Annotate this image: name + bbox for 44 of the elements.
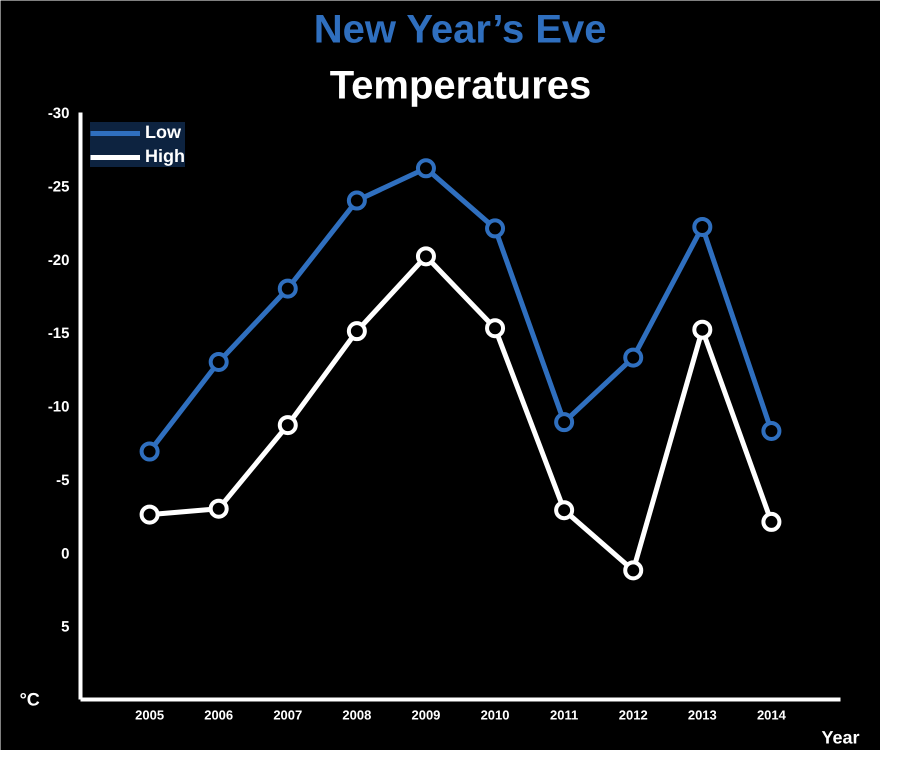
x-tick-label: 2013 [688,708,717,722]
y-tick-label: -10 [48,398,70,416]
x-tick-label: 2007 [273,708,302,722]
point [554,412,574,432]
point [485,218,506,238]
chart-title: New Year’s Eve [314,8,607,52]
point [346,190,367,211]
point [208,352,229,372]
point [346,321,367,342]
y-tick-label: -30 [48,105,70,122]
y-axis-title: °C [20,690,40,710]
chart-subtitle: Temperatures [330,64,592,108]
point [623,560,644,580]
point [140,504,160,525]
point [554,500,574,520]
point [761,512,782,532]
x-tick-label: 2006 [204,708,234,722]
x-axis-title: Year [821,728,860,748]
point [692,320,712,340]
point [623,348,644,368]
x-tick-label: 2008 [342,708,372,722]
point [692,216,712,237]
x-tick-label: 2012 [618,708,648,722]
point [485,318,506,338]
y-tick-label: -20 [48,252,70,269]
x-tick-label: 2010 [480,708,510,722]
point [278,415,298,436]
x-tick-label: 2014 [756,708,787,722]
legend-label: High [145,146,185,167]
y-tick-label: -25 [48,178,70,196]
point [416,246,436,266]
point [416,158,436,178]
y-tick-label: -5 [56,472,70,489]
point [761,420,782,441]
y-tick-label: 5 [61,618,70,636]
x-tick-label: 2011 [550,708,578,722]
x-tick-label: 2005 [135,708,164,722]
y-tick-label: -15 [48,325,70,342]
point [208,498,229,519]
y-tick-label: 0 [61,545,70,562]
legend-label: Low [145,122,181,143]
point [140,442,160,462]
x-tick-label: 2009 [411,708,440,722]
point [278,278,298,299]
